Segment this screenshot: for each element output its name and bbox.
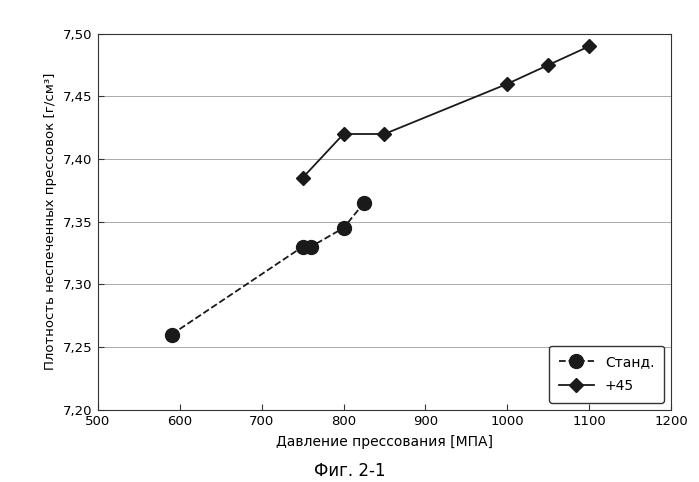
Line: Станд.: Станд. (164, 196, 371, 341)
Станд. (360, 200, 368, 206)
Legend: Станд., +45: Станд., +45 (549, 346, 664, 403)
+45 (339, 131, 347, 137)
X-axis label: Давление прессования [МПА]: Давление прессования [МПА] (276, 435, 493, 449)
Line: +45: +45 (298, 41, 594, 183)
+45 (503, 81, 512, 87)
+45 (380, 131, 389, 137)
Станд. (307, 244, 315, 250)
Станд. (339, 225, 347, 231)
Y-axis label: Плотность неспеченных прессовок [г/см³]: Плотность неспеченных прессовок [г/см³] (44, 73, 57, 370)
+45 (298, 175, 307, 181)
Text: Фиг. 2-1: Фиг. 2-1 (314, 462, 385, 480)
Станд. (298, 244, 307, 250)
+45 (544, 62, 552, 68)
+45 (585, 43, 593, 49)
Станд. (167, 332, 175, 337)
